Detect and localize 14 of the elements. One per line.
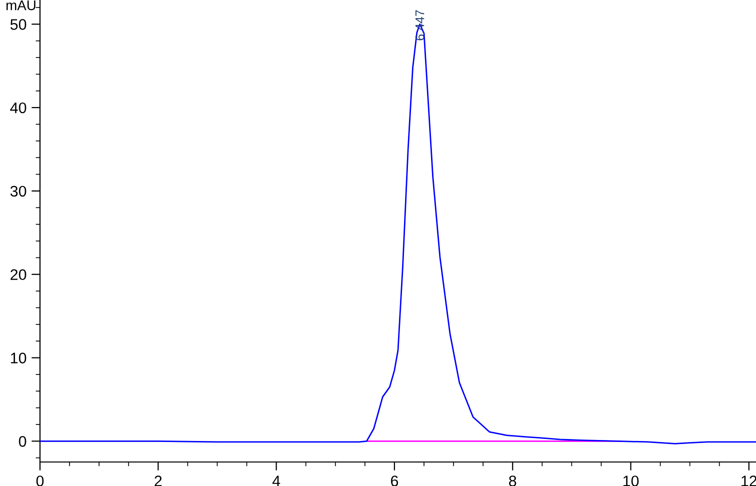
y-tick-label: 50 — [10, 19, 26, 30]
y-tick-label: 30 — [10, 186, 26, 197]
x-tick-label: 8 — [509, 476, 516, 486]
x-tick-label: 0 — [36, 476, 44, 486]
y-tick-label: 40 — [10, 102, 26, 114]
annotation: 6.447 — [415, 10, 424, 40]
y-tick-label: 20 — [10, 269, 26, 280]
y-tick-label: 0 — [18, 436, 26, 447]
x-tick-label: 4 — [272, 476, 280, 486]
y-tick-label: 10 — [10, 352, 26, 364]
x-tick-label: 6 — [390, 476, 398, 486]
x-tick-label: 10 — [623, 476, 639, 486]
x-tick-label: 2 — [154, 476, 162, 486]
y-axis-title: mAU — [6, 0, 36, 10]
